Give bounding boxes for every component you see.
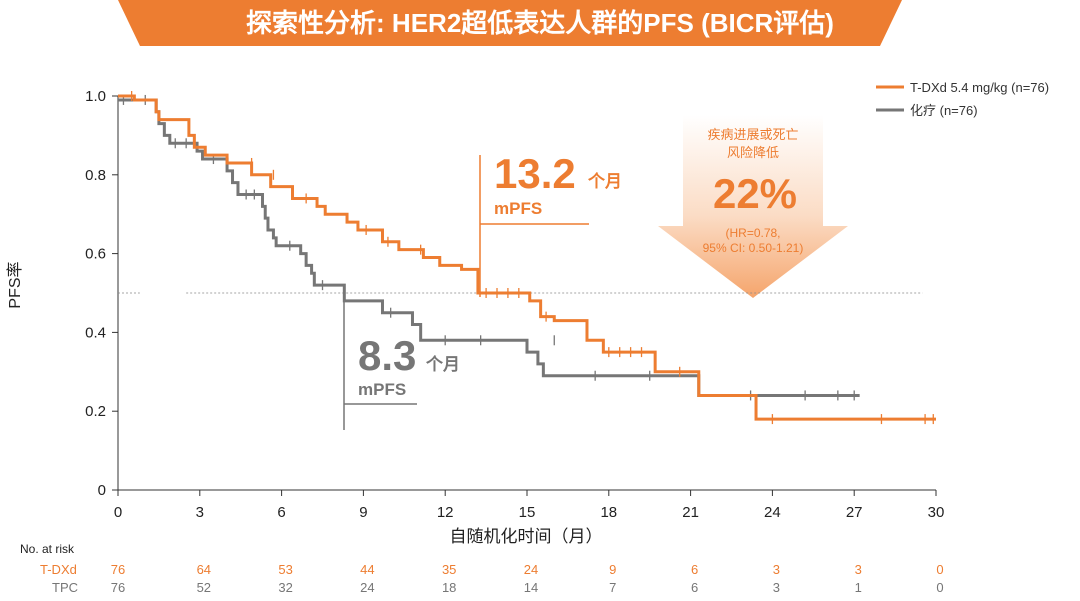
y-tick-label: 0.6	[85, 246, 106, 263]
tpc-curve	[118, 98, 860, 397]
risk-reduction-line1: 疾病进展或死亡	[707, 127, 798, 142]
tdxd-median-unit: 个月	[587, 171, 622, 191]
risk-reduction-line2: 风险降低	[727, 145, 779, 160]
x-tick-label: 21	[682, 504, 699, 521]
risk-value-tdxd: 64	[197, 562, 211, 577]
y-tick-label: 0.8	[85, 167, 106, 184]
risk-value-tdxd: 3	[773, 562, 780, 577]
x-tick-label: 30	[928, 504, 945, 521]
risk-value-tdxd: 6	[691, 562, 698, 577]
risk-reduction-value: 22%	[713, 170, 797, 217]
risk-value-tpc: 7	[609, 580, 616, 595]
x-tick-label: 18	[600, 504, 617, 521]
legend-tdxd-label: T-DXd 5.4 mg/kg (n=76)	[910, 80, 1049, 95]
risk-value-tpc: 1	[855, 580, 862, 595]
x-tick-label: 12	[437, 504, 454, 521]
risk-value-tpc: 24	[360, 580, 374, 595]
risk-value-tpc: 0	[936, 580, 943, 595]
risk-value-tdxd: 76	[111, 562, 125, 577]
x-tick-label: 24	[764, 504, 781, 521]
x-tick-label: 9	[359, 504, 367, 521]
risk-value-tdxd: 53	[278, 562, 292, 577]
y-tick-label: 0.2	[85, 403, 106, 420]
legend: T-DXd 5.4 mg/kg (n=76) 化疗 (n=76)	[876, 80, 1049, 118]
risk-value-tdxd: 9	[609, 562, 616, 577]
risk-value-tdxd: 35	[442, 562, 456, 577]
risk-reduction-hr: (HR=0.78,	[725, 226, 780, 240]
risk-reduction-ci: 95% CI: 0.50-1.21)	[703, 241, 804, 255]
tpc-median-value: 8.3	[358, 332, 416, 379]
risk-value-tpc: 14	[524, 580, 538, 595]
tdxd-median-value: 13.2	[494, 150, 576, 197]
risk-value-tdxd: 3	[855, 562, 862, 577]
risk-value-tdxd: 44	[360, 562, 374, 577]
legend-tpc-label: 化疗 (n=76)	[910, 103, 978, 118]
risk-value-tpc: 3	[773, 580, 780, 595]
x-axis-label: 自随机化时间（月）	[450, 527, 603, 546]
x-tick-label: 3	[196, 504, 204, 521]
risk-value-tpc: 76	[111, 580, 125, 595]
risk-value-tdxd: 24	[524, 562, 538, 577]
tpc-median-label: mPFS	[358, 380, 406, 399]
page-title: 探索性分析: HER2超低表达人群的PFS (BICR评估)	[246, 8, 834, 38]
risk-table-header: No. at risk	[20, 542, 75, 556]
x-tick-label: 6	[277, 504, 285, 521]
risk-row-label-tpc: TPC	[52, 580, 78, 595]
risk-value-tdxd: 0	[936, 562, 943, 577]
y-tick-label: 1.0	[85, 88, 106, 105]
title-banner	[118, 0, 902, 46]
risk-value-tpc: 32	[278, 580, 292, 595]
x-tick-label: 27	[846, 504, 863, 521]
risk-reduction-arrow	[658, 115, 848, 298]
y-tick-label: 0	[98, 482, 106, 499]
x-tick-label: 15	[519, 504, 536, 521]
tpc-median-unit: 个月	[425, 354, 460, 374]
y-tick-label: 0.4	[85, 324, 106, 341]
tdxd-curve	[118, 94, 936, 421]
x-tick-label: 0	[114, 504, 122, 521]
risk-row-label-tdxd: T-DXd	[40, 562, 77, 577]
tdxd-median-label: mPFS	[494, 199, 542, 218]
y-axis-label: PFS率	[6, 261, 24, 308]
risk-value-tpc: 6	[691, 580, 698, 595]
risk-value-tpc: 18	[442, 580, 456, 595]
risk-value-tpc: 52	[197, 580, 211, 595]
